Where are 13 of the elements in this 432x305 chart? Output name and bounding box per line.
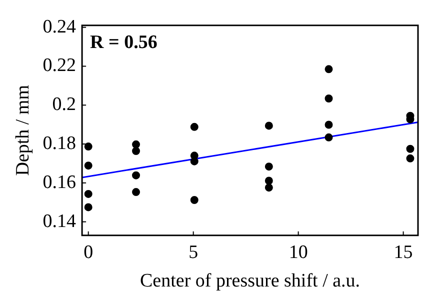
x-tick-label: 15 [394, 242, 413, 263]
x-tick-label: 0 [84, 242, 94, 263]
y-tick-label: 0.18 [42, 132, 76, 154]
annotation: R = 0.56 [90, 32, 158, 53]
x-tick-label: 5 [188, 242, 198, 263]
y-axis-title: Depth / mm [12, 84, 34, 176]
y-tick-label: 0.2 [52, 94, 76, 116]
y-tick-label: 0.14 [42, 210, 77, 232]
y-tick-label: 0.16 [42, 172, 76, 193]
x-tick-label: 10 [288, 242, 308, 263]
y-tick-label: 0.22 [42, 55, 76, 76]
y-tick-label: 0.24 [42, 16, 77, 38]
x-axis-title: Center of pressure shift / a.u. [140, 270, 360, 292]
